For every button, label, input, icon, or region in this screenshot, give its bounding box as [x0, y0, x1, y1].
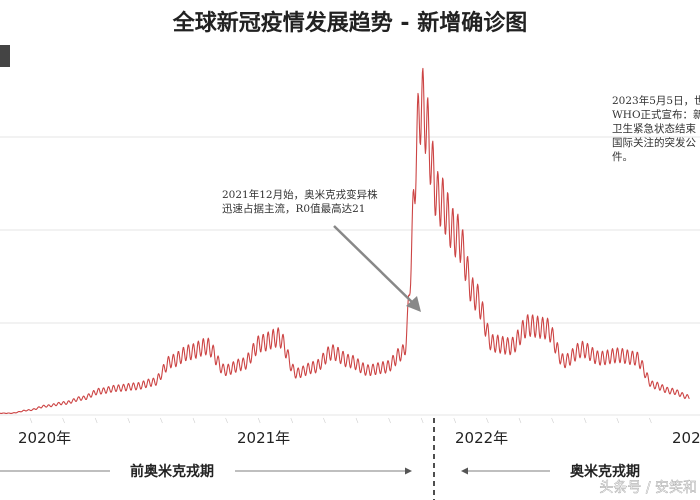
watermark: 头条号 / 安笑和	[599, 479, 697, 496]
series-line	[0, 67, 690, 414]
annotation-arrow-head	[406, 296, 421, 312]
date-tick	[616, 417, 620, 424]
annotation-omicron-line-1: 2021年12月始，奥米克戎变异株	[222, 188, 378, 201]
date-tick	[290, 417, 294, 424]
date-tick	[388, 417, 391, 424]
date-tick	[160, 417, 163, 424]
date-tick	[127, 417, 131, 424]
date-tick	[62, 417, 65, 424]
date-tick	[29, 417, 33, 424]
annotation-arrow-line	[333, 225, 415, 305]
date-tick	[453, 417, 457, 424]
date-tick	[323, 417, 326, 424]
year-label-2021: 2021年	[237, 429, 290, 447]
grid-lines	[0, 136, 700, 416]
date-tick	[420, 417, 424, 424]
arrow-left-head	[461, 467, 468, 475]
date-tick	[355, 417, 359, 424]
year-label-2023: 202	[672, 429, 700, 447]
date-tick	[225, 417, 228, 424]
annotation-who-line-3: 卫生紧急状态结束	[612, 122, 696, 135]
annotation-omicron-line-2: 迅速占据主流，R0值最高达21	[222, 202, 365, 215]
annotation-who-line-5: 件。	[612, 151, 633, 163]
data-points	[10, 65, 691, 414]
date-tick	[551, 417, 554, 424]
annotation-who-line-4: 国际关注的突发公	[612, 136, 696, 149]
date-tick	[192, 417, 196, 424]
date-tick-marks	[29, 417, 652, 424]
date-tick	[486, 417, 489, 424]
date-tick	[583, 417, 587, 424]
arrow-right-head	[405, 467, 412, 475]
year-label-2022: 2022年	[455, 429, 508, 447]
chart-title: 全球新冠疫情发展趋势 - 新增确诊图	[172, 10, 527, 36]
annotation-who-line-2: WHO正式宣布：新	[612, 108, 700, 121]
period-label-pre-omicron: 前奥米克戎期	[130, 463, 214, 480]
corner-badge	[0, 45, 10, 67]
annotation-who-line-1: 2023年5月5日，世	[612, 94, 700, 107]
date-tick	[257, 417, 261, 424]
date-tick	[94, 417, 98, 424]
date-tick	[649, 417, 652, 424]
date-tick	[518, 417, 522, 424]
year-label-2020: 2020年	[18, 429, 71, 447]
period-label-omicron: 奥米克戎期	[570, 463, 640, 480]
